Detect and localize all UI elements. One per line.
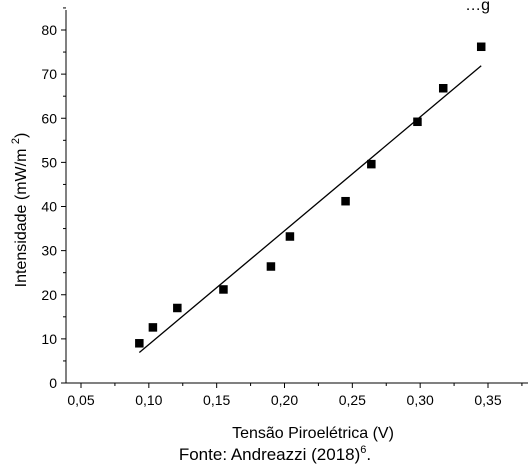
x-tick-label: 0,20: [271, 392, 298, 408]
data-point: [135, 339, 144, 348]
x-tick-label: 0,35: [474, 392, 501, 408]
plot-frame: [65, 10, 528, 384]
data-point: [173, 303, 182, 313]
x-tick-label: 0,30: [407, 392, 434, 408]
y-tick-label: 60: [41, 110, 57, 126]
caption-text: Fonte: Andreazzi (2018): [179, 445, 360, 464]
y-tick-label: 70: [41, 66, 57, 82]
y-axis-label-superscript: 2: [10, 138, 22, 144]
y-tick-label: 30: [41, 243, 57, 259]
data-point: [266, 262, 276, 271]
data-point: [148, 323, 158, 332]
y-axis-label-suffix: ): [13, 133, 30, 138]
caption-superscript: 6: [360, 444, 366, 456]
fit-line: [138, 65, 482, 354]
x-tick-label: 0,15: [203, 392, 230, 408]
x-tick-label: 0,25: [339, 392, 366, 408]
y-tick-label: 10: [41, 331, 57, 347]
x-axis-label: Tensão Piroelétrica (V): [232, 425, 394, 442]
data-point: [219, 285, 228, 294]
y-axis-label-text: Intensidade (mW/m: [13, 149, 30, 288]
data-point: [285, 232, 295, 241]
data-point: [476, 42, 486, 52]
data-points: [135, 42, 486, 348]
figure-caption: Fonte: Andreazzi (2018)6.: [179, 444, 371, 464]
y-tick-label: 50: [41, 154, 57, 170]
data-point: [413, 117, 422, 127]
y-axis-label: Intensidade (mW/m 2): [10, 133, 30, 288]
y-tick-label: 20: [41, 287, 57, 303]
data-point: [367, 159, 376, 169]
chart-title: …g: [465, 0, 490, 14]
y-axis-ticks: 0 10 20 30 40 50 60 70 80: [41, 7, 66, 391]
x-tick-label: 0,05: [67, 392, 94, 408]
y-tick-label: 80: [41, 22, 57, 38]
data-point: [438, 83, 448, 93]
x-tick-label: 0,10: [135, 392, 162, 408]
data-point: [341, 196, 350, 206]
y-tick-label: 40: [41, 199, 57, 215]
x-axis-ticks: 0,05 0,10 0,15 0,20 0,25 0,30 0,35: [67, 383, 523, 408]
caption-suffix: .: [366, 445, 371, 464]
y-tick-label: 0: [49, 375, 57, 391]
fit-line-group: [138, 65, 482, 354]
